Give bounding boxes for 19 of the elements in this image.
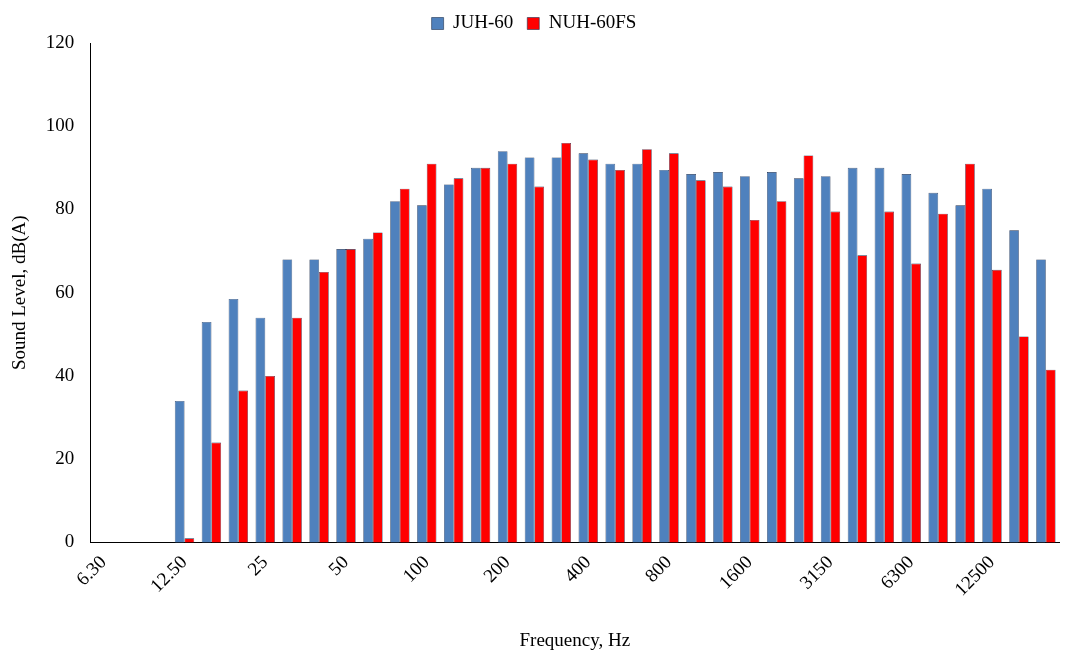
x-tick-label: 6300 bbox=[875, 551, 918, 593]
x-tick-label: 800 bbox=[640, 551, 676, 587]
legend-label: NUH-60FS bbox=[548, 11, 637, 33]
y-tick-label: 60 bbox=[55, 280, 75, 302]
x-tick-label: 6.30 bbox=[71, 551, 111, 590]
y-tick-label: 0 bbox=[64, 530, 75, 552]
x-tick-label: 400 bbox=[559, 551, 595, 587]
y-axis-title: Sound Level, dB(A) bbox=[8, 215, 31, 371]
x-tick-label: 200 bbox=[478, 551, 514, 587]
y-tick-label: 80 bbox=[55, 197, 75, 219]
legend-label: JUH-60 bbox=[453, 11, 514, 33]
y-tick-label: 40 bbox=[55, 363, 75, 385]
x-axis-title: Frequency, Hz bbox=[519, 628, 631, 650]
x-tick-label: 25 bbox=[243, 551, 272, 580]
y-tick-label: 20 bbox=[55, 447, 75, 469]
y-tick-label: 120 bbox=[45, 30, 75, 52]
x-tick-label: 50 bbox=[324, 551, 353, 580]
x-tick-label: 100 bbox=[398, 551, 434, 587]
y-tick-label: 100 bbox=[45, 114, 75, 136]
